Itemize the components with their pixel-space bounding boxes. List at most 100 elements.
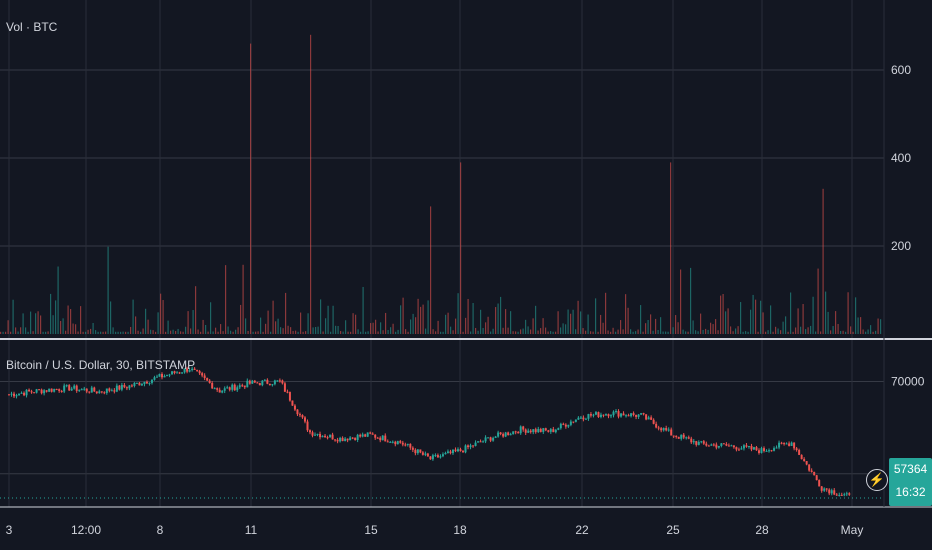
time-tick-label: 25 (666, 523, 680, 537)
volume-bar (745, 331, 747, 334)
volume-bar (770, 305, 772, 334)
candle-body (737, 449, 740, 451)
volume-bar (217, 331, 219, 334)
volume-bar (410, 319, 412, 334)
candle-body (700, 441, 703, 443)
volume-bar (465, 317, 467, 334)
candle-body (830, 490, 833, 494)
volume-bar (692, 320, 694, 334)
volume-bar (97, 331, 99, 334)
candle-body (123, 385, 126, 388)
volume-bar (507, 327, 509, 334)
volume-bar (492, 328, 494, 334)
candle-body (662, 428, 665, 431)
volume-bar (110, 301, 112, 334)
volume-bar (610, 331, 612, 334)
candle-body (38, 389, 41, 391)
candle-body (835, 494, 838, 496)
candle-body (519, 426, 522, 434)
candle-body (642, 413, 645, 415)
candle-body (354, 437, 357, 441)
candle-body (371, 433, 374, 435)
candle-body (795, 448, 798, 451)
volume-bar (92, 322, 94, 334)
candle-body (168, 374, 171, 376)
volume-bar (467, 298, 469, 334)
candle-body (196, 369, 199, 372)
candle-body (815, 475, 818, 481)
candle-body (757, 450, 760, 453)
candle-body (191, 368, 194, 371)
candle-body (564, 424, 567, 427)
volume-bar (342, 331, 344, 334)
candle-body (544, 428, 547, 431)
volume-bar (477, 330, 479, 334)
candle-body (88, 391, 91, 393)
candle-body (489, 437, 492, 441)
volume-bar (282, 328, 284, 334)
volume-bar (850, 326, 852, 334)
volume-bar (630, 329, 632, 334)
volume-bar (222, 331, 224, 334)
volume-bar (605, 292, 607, 334)
candle-body (261, 380, 264, 386)
volume-bar (162, 300, 164, 334)
lightning-icon[interactable]: ⚡ (866, 469, 888, 491)
volume-bar (592, 331, 594, 334)
candle-body (773, 448, 776, 451)
volume-bar (682, 329, 684, 334)
candle-body (286, 391, 289, 393)
candle-body (467, 445, 470, 448)
volume-bar (632, 331, 634, 334)
volume-bar (147, 319, 149, 334)
candle-body (620, 413, 623, 417)
current-price-label: 57364 (893, 462, 928, 476)
candle-body (710, 444, 713, 446)
volume-bar (677, 322, 679, 334)
candle-body (687, 437, 690, 439)
volume-bar (822, 188, 824, 334)
candle-body (424, 453, 427, 455)
volume-bar (870, 325, 872, 334)
volume-bar (540, 328, 542, 334)
candle-body (98, 391, 101, 394)
candle-body (798, 450, 801, 455)
volume-bar (35, 313, 37, 334)
candle-body (409, 443, 412, 448)
candle-body (351, 437, 354, 439)
candle-body (589, 414, 592, 416)
volume-bar (662, 331, 664, 334)
candle-body (369, 432, 372, 434)
volume-bar (150, 329, 152, 334)
volume-bar (675, 315, 677, 334)
volume-bar (65, 330, 67, 334)
candle-body (399, 441, 402, 443)
candle-body (258, 383, 261, 386)
volume-bar (575, 329, 577, 334)
volume-bar (152, 330, 154, 334)
volume-bar (485, 322, 487, 334)
candle-body (702, 441, 705, 444)
candle-body (727, 445, 730, 447)
candle-body (459, 449, 462, 452)
volume-bar (582, 328, 584, 334)
candle-body (223, 388, 226, 391)
volume-bar (685, 331, 687, 334)
candle-body (376, 437, 379, 439)
candle-body (13, 393, 16, 397)
candle-body (431, 455, 434, 460)
candle-body (599, 414, 602, 417)
candle-body (90, 387, 93, 393)
candle-body (341, 437, 344, 442)
candle-body (537, 428, 540, 433)
candle-body (281, 380, 284, 384)
volume-bar (880, 319, 882, 334)
candle-body (301, 415, 304, 418)
volume-bar (350, 331, 352, 334)
grid (0, 0, 884, 507)
candle-body (346, 438, 349, 441)
candle-body (95, 391, 98, 394)
candle-body (479, 441, 482, 443)
volume-bar (225, 265, 227, 334)
